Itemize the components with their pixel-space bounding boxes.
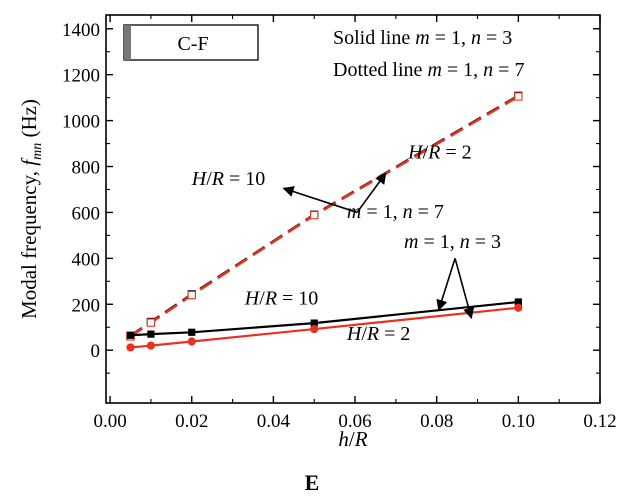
text-part: = 7 [413, 201, 444, 223]
text-part: / [423, 141, 429, 163]
text-part: h [338, 427, 349, 451]
text-part: = 7 [493, 59, 524, 81]
text-part: Dotted line [333, 59, 427, 81]
data-point-hr10_n3 [310, 319, 318, 327]
text-part: = 1, [361, 201, 402, 223]
legend-line: Solid line m = 1, n = 3 [333, 27, 512, 49]
annotation-label: m = 1, n = 3 [404, 231, 501, 253]
plot-frame [105, 14, 601, 404]
annotation-arrow [436, 258, 456, 312]
annotation-label: H/R = 10 [244, 288, 319, 310]
annotation-arrow [282, 186, 358, 214]
text-part: = 10 [224, 168, 265, 190]
x-tick-label: 0.10 [502, 411, 535, 432]
series-line-hr10_n7 [129, 94, 520, 338]
text-part: = 1, [442, 59, 483, 81]
text-part: R [427, 141, 440, 163]
text-part: = 10 [277, 288, 318, 310]
annotation-arrow [356, 172, 387, 213]
data-point-hr10_n3 [514, 298, 522, 306]
data-point-hr2_n3 [126, 343, 135, 352]
y-tick-label: 0 [91, 341, 101, 362]
x-tick-label: 0.00 [93, 411, 126, 432]
text-part: m [347, 201, 361, 223]
text-part: R [211, 168, 224, 190]
text-part: H [346, 323, 363, 345]
text-part: R [354, 427, 368, 451]
y-tick-label: 1000 [62, 112, 100, 133]
data-point-hr10_n3 [126, 331, 135, 339]
boundary-label-box-tab [124, 25, 131, 60]
y-tick-label: 800 [72, 158, 101, 179]
series-line-hr2_n7 [129, 95, 520, 338]
text-part: n [471, 27, 481, 49]
data-point-hr10_n3 [147, 330, 155, 338]
x-axis-title: h/R [338, 427, 367, 451]
y-axis-title-subscript: mn [30, 143, 45, 160]
text-part: / [259, 288, 265, 310]
y-axis-title: Modal frequency, fmn (Hz) [17, 99, 45, 319]
data-point-hr2_n7 [146, 318, 156, 327]
x-tick-label: 0.02 [175, 411, 208, 432]
data-point-hr2_n7 [310, 211, 319, 220]
text-part: / [361, 323, 367, 345]
annotation-label: m = 1, n = 7 [347, 201, 444, 223]
annotation-label: H/R = 2 [407, 141, 472, 163]
data-point-hr2_n3 [310, 324, 319, 334]
text-part: n [460, 231, 470, 253]
boundary-label: C-F [177, 33, 208, 55]
y-tick-label: 1400 [62, 20, 100, 41]
figure-panel-label: E [304, 470, 320, 495]
y-axis-title-unit: (Hz) [17, 99, 41, 143]
x-tick-label: 0.08 [420, 411, 453, 432]
y-tick-label: 600 [72, 203, 101, 224]
y-axis-title-symbol: f [17, 157, 41, 166]
text-part: H [244, 288, 261, 310]
annotation-arrow [454, 258, 475, 320]
y-tick-label: 400 [72, 249, 101, 270]
text-part: = 3 [481, 27, 512, 49]
text-part: m [415, 27, 429, 49]
text-part: = 1, [418, 231, 459, 253]
y-axis-title-main: Modal frequency, [17, 166, 41, 319]
text-part: n [483, 59, 493, 81]
legend-line: Dotted line m = 1, n = 7 [333, 59, 524, 81]
text-part: R [366, 323, 379, 345]
data-point-hr2_n7 [187, 290, 196, 300]
text-part: H [191, 168, 208, 190]
text-part: = 1, [430, 27, 471, 49]
text-part: m [427, 59, 441, 81]
data-point-hr2_n3 [514, 303, 523, 312]
data-point-hr10_n3 [188, 328, 196, 336]
x-tick-label: 0.06 [338, 411, 371, 432]
annotation-label: H/R = 2 [346, 323, 411, 345]
data-point-hr2_n3 [187, 337, 196, 346]
text-part: / [206, 168, 212, 190]
data-point-hr2_n7 [514, 92, 523, 101]
text-part: Solid line [333, 27, 415, 49]
y-tick-label: 200 [72, 295, 101, 316]
boundary-label-box [123, 24, 259, 61]
annotation-label: H/R = 10 [191, 168, 266, 190]
text-part: m [404, 231, 418, 253]
text-part: H [407, 141, 424, 163]
text-part: = 2 [379, 323, 410, 345]
data-point-hr2_n3 [146, 341, 156, 350]
text-part: n [403, 201, 413, 223]
text-part: / [349, 427, 355, 451]
text-part: = 2 [440, 141, 471, 163]
y-tick-label: 1200 [62, 66, 100, 87]
x-tick-label: 0.12 [583, 411, 616, 432]
text-part: = 3 [470, 231, 501, 253]
x-tick-label: 0.04 [257, 411, 291, 432]
chart-figure: 0.00 0.02 0.04 0.06 0.08 0.10 0.12 0 200 400 600 80… [17, 14, 617, 451]
text-part: R [264, 288, 277, 310]
